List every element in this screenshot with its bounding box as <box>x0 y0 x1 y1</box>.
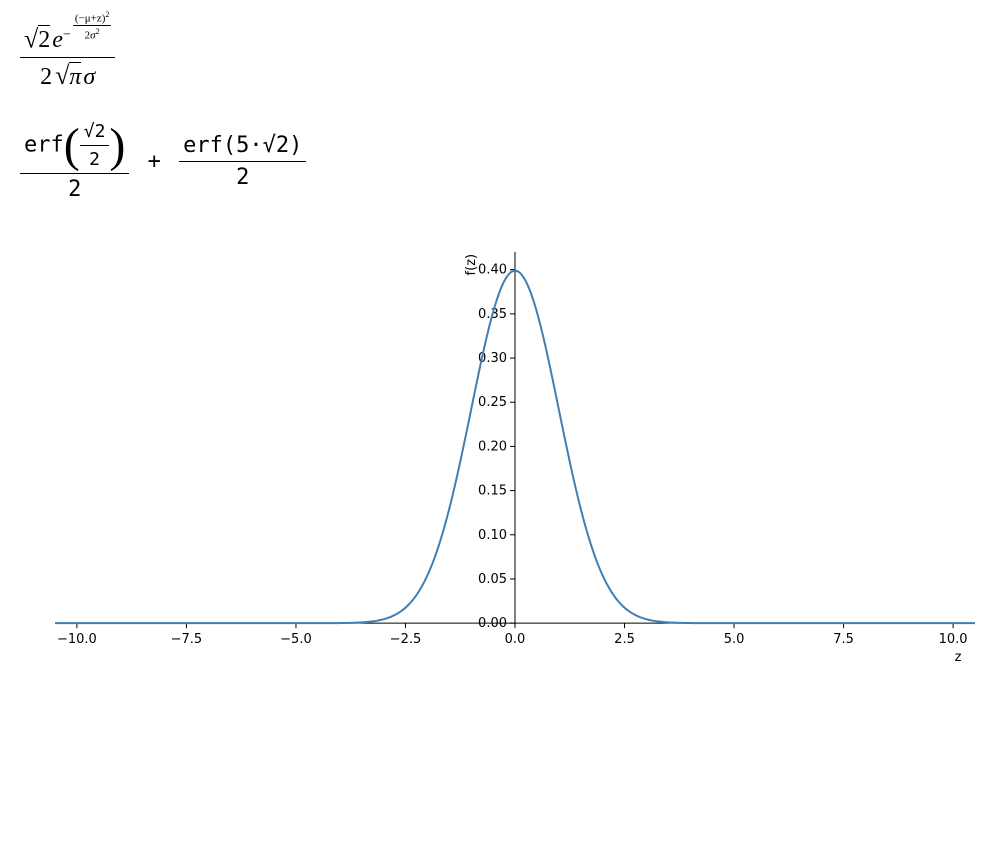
svg-text:2.5: 2.5 <box>614 632 635 647</box>
svg-text:7.5: 7.5 <box>833 632 854 647</box>
sqrt-arg-1: 2 <box>38 25 50 54</box>
svg-text:0.40: 0.40 <box>478 263 507 278</box>
e-base: e <box>52 27 63 53</box>
svg-text:z: z <box>955 650 962 665</box>
svg-text:10.0: 10.0 <box>939 632 968 647</box>
svg-text:0.10: 0.10 <box>478 528 507 543</box>
svg-text:0.0: 0.0 <box>505 632 526 647</box>
svg-text:0.25: 0.25 <box>478 396 507 411</box>
svg-text:−7.5: −7.5 <box>171 632 203 647</box>
formula-2: erf( √2 2 ) 2 + erf(5·√2) 2 <box>20 121 987 202</box>
svg-text:−10.0: −10.0 <box>57 632 97 647</box>
chart-svg: −10.0 −7.5 −5.0 −2.5 0.0 2.5 5.0 7.5 10.0 0.00 0.0… <box>20 232 980 682</box>
svg-text:−5.0: −5.0 <box>280 632 312 647</box>
svg-text:f(z): f(z) <box>464 254 479 276</box>
svg-text:−2.5: −2.5 <box>390 632 422 647</box>
svg-text:0.20: 0.20 <box>478 440 507 455</box>
svg-text:0.00: 0.00 <box>478 616 507 631</box>
svg-text:5.0: 5.0 <box>724 632 745 647</box>
gaussian-chart: −10.0 −7.5 −5.0 −2.5 0.0 2.5 5.0 7.5 10.0 0.00 0.0… <box>20 232 980 682</box>
formula-1: √2e− (−μ+z)2 2σ2 2√πσ <box>20 10 987 91</box>
svg-text:0.15: 0.15 <box>478 484 507 499</box>
svg-text:0.05: 0.05 <box>478 572 507 587</box>
